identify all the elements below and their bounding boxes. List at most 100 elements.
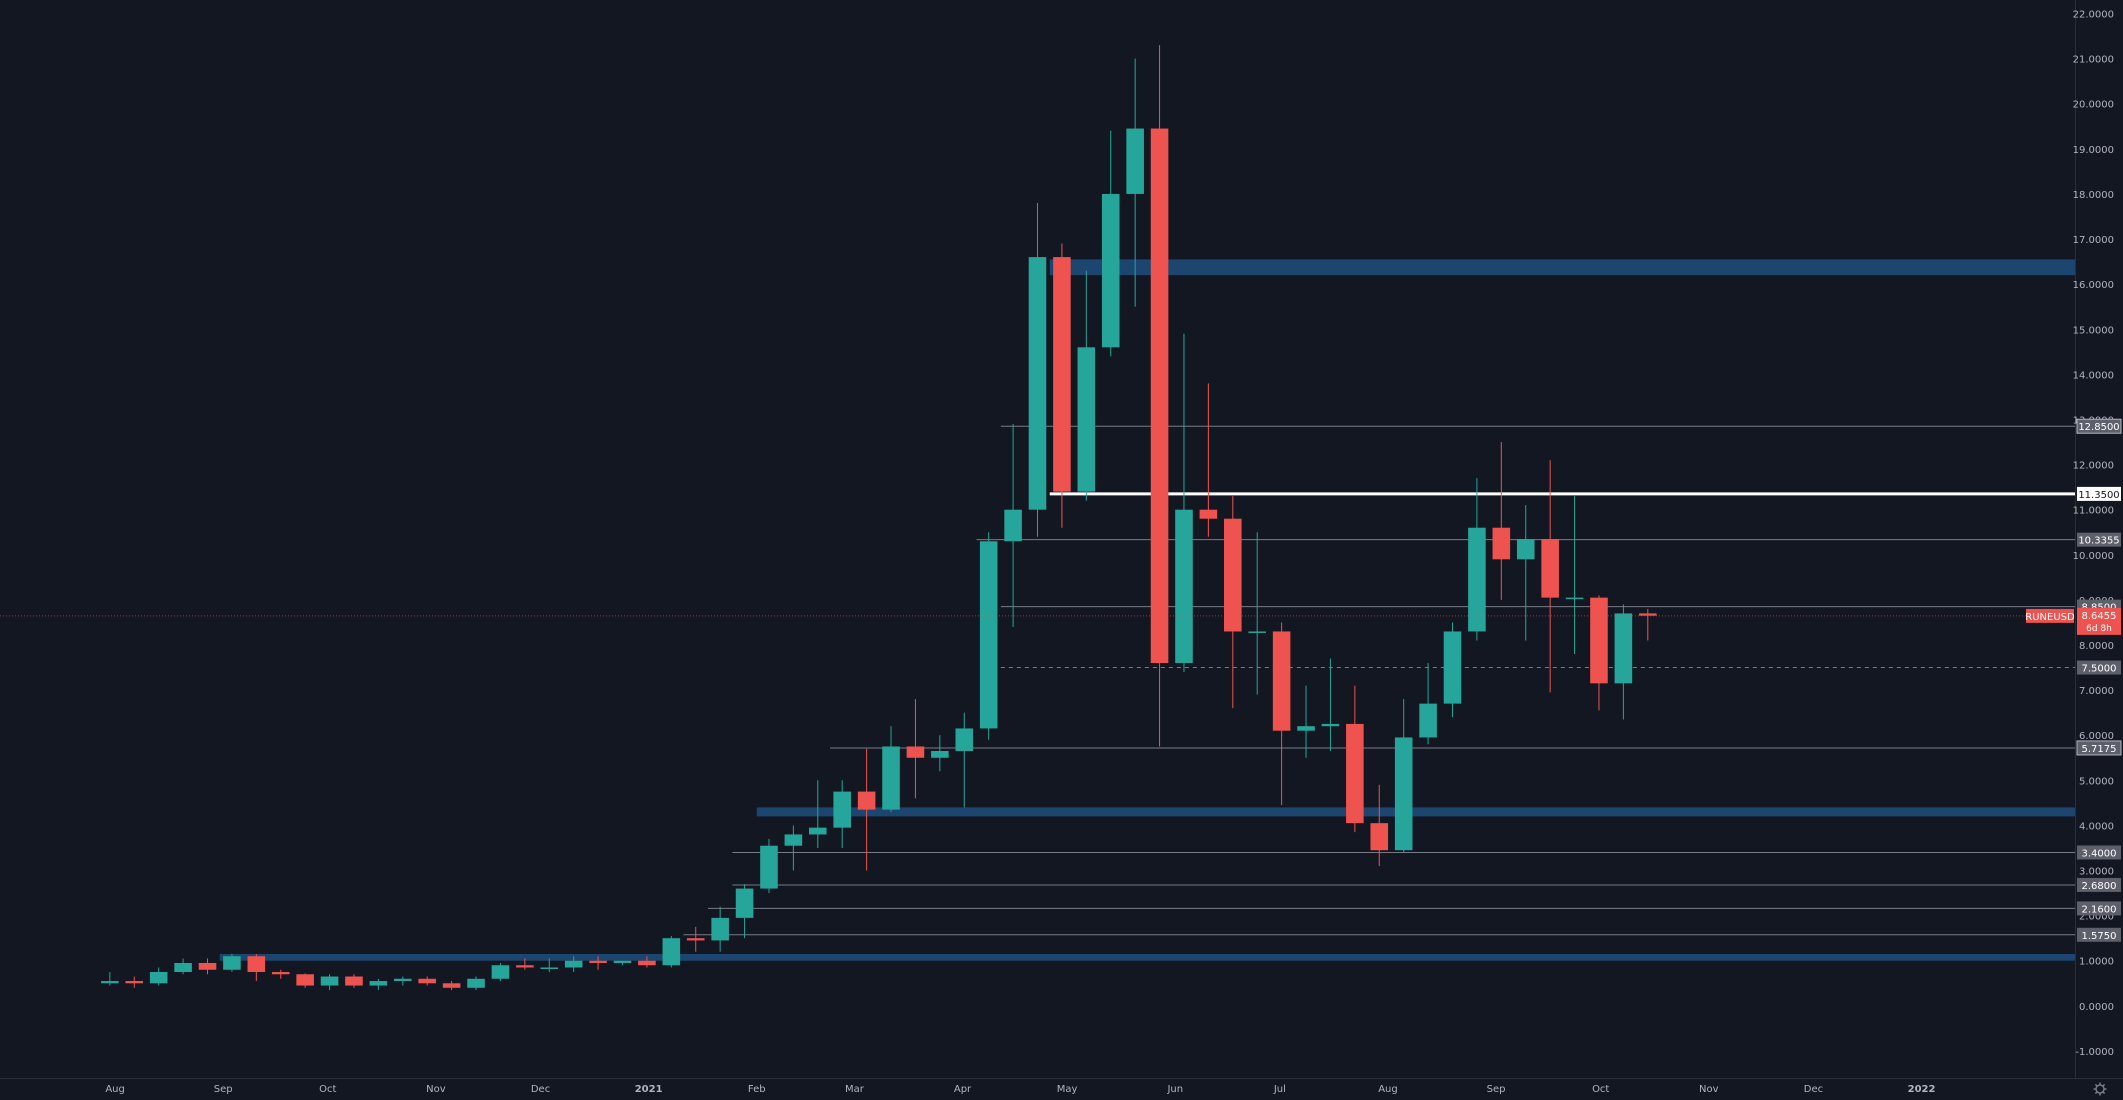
candle-body	[1394, 737, 1413, 851]
candle-body	[1419, 703, 1437, 738]
candle-body	[955, 728, 974, 751]
zone-band	[219, 953, 2075, 961]
candle-body	[296, 974, 314, 986]
level-price-label: 11.3500	[2078, 490, 2119, 501]
candle	[174, 958, 192, 975]
price-tick-label: 0.0000	[2079, 1002, 2114, 1013]
candle-body	[540, 967, 559, 969]
candle	[906, 699, 925, 799]
current-price-layer: RUNEUSD	[0, 608, 2075, 623]
candle	[516, 958, 534, 970]
candle	[1419, 663, 1437, 745]
candle-body	[662, 938, 681, 966]
candle-body	[1321, 723, 1340, 727]
candle-body	[686, 938, 705, 941]
zone-band	[1049, 259, 2075, 276]
time-tick-label: Aug	[1378, 1084, 1398, 1095]
candle	[1297, 685, 1315, 758]
candle-body	[1077, 347, 1096, 492]
candle	[735, 884, 754, 939]
price-tick-label: 18.0000	[2073, 190, 2114, 201]
price-tick-label: 10.0000	[2073, 551, 2114, 562]
level-price-label-box	[2077, 927, 2121, 942]
candle-body	[1224, 518, 1242, 632]
candle-body	[760, 845, 778, 889]
candle	[491, 962, 510, 982]
candle	[125, 976, 144, 988]
candle-body	[198, 962, 217, 970]
level-price-label: 7.5000	[2082, 664, 2117, 675]
symbol-label: RUNEUSD	[2025, 612, 2075, 623]
price-axis[interactable]: 22.0000 21.0000 20.0000 19.0000 18.0000 17.00…	[2073, 0, 2123, 1100]
candle-body	[1565, 597, 1584, 600]
level-price-label: 1.5750	[2082, 931, 2117, 942]
time-tick-label: 2022	[1908, 1084, 1936, 1095]
price-tick-label: 22.0000	[2073, 10, 2114, 21]
candle-body	[1370, 823, 1389, 851]
price-tick-label: 8.0000	[2079, 641, 2114, 652]
time-tick-label: Feb	[748, 1084, 766, 1095]
candle	[1394, 699, 1413, 853]
price-tick-label: 17.0000	[2073, 235, 2114, 246]
candle	[1150, 45, 1169, 747]
candle	[564, 956, 583, 973]
settings-icon[interactable]	[2093, 1082, 2107, 1096]
candle-body	[589, 960, 607, 963]
candle-body	[1028, 257, 1047, 510]
candle	[1126, 58, 1144, 307]
level-price-label-box	[2076, 740, 2122, 756]
candle-body	[149, 972, 168, 984]
candle-body	[1516, 539, 1535, 560]
candle	[1370, 784, 1389, 867]
level-price-label-box	[2077, 877, 2121, 892]
price-tick-label: 19.0000	[2073, 145, 2114, 156]
time-tick-label: Nov	[1699, 1084, 1719, 1095]
candle-body	[613, 960, 632, 963]
candle	[979, 532, 998, 740]
level-price-label-box	[2077, 901, 2121, 916]
candle-body	[369, 981, 388, 986]
price-tick-label: 4.0000	[2079, 821, 2114, 832]
candle-body	[320, 976, 339, 986]
time-axis[interactable]: Aug Sep Oct Nov Dec 2021 Feb Mar Apr May Jun Jul Aug…	[0, 1078, 2123, 1100]
candle-body	[1199, 509, 1218, 519]
candle	[662, 935, 681, 968]
candle	[955, 712, 974, 808]
price-tick-label: 7.0000	[2079, 686, 2114, 697]
candle	[589, 956, 607, 970]
price-tick-label: 16.0000	[2073, 280, 2114, 291]
candle	[223, 953, 241, 973]
candle	[345, 974, 363, 988]
candle	[686, 926, 705, 952]
candle-body	[564, 960, 583, 968]
time-tick-label: Oct	[1592, 1084, 1609, 1095]
candle-body	[979, 541, 998, 729]
time-tick-label: Jun	[1166, 1084, 1183, 1095]
time-tick-label: Jul	[1273, 1084, 1286, 1095]
candle-body	[1541, 539, 1559, 598]
candle-body	[247, 956, 266, 973]
price-tick-label: 11.0000	[2073, 506, 2114, 517]
candle-body	[271, 972, 290, 975]
price-tick-label: 15.0000	[2073, 325, 2114, 336]
candle-body	[735, 888, 754, 918]
candle	[271, 969, 290, 979]
time-tick-label: Mar	[845, 1084, 865, 1095]
candle	[296, 973, 314, 988]
candle	[638, 956, 656, 968]
level-price-label-box	[2077, 845, 2121, 860]
candle-body	[1004, 509, 1022, 542]
candle	[1492, 442, 1511, 600]
candle-body	[1492, 527, 1511, 560]
candle-body	[882, 746, 900, 810]
candle	[711, 906, 729, 952]
price-tick-label: 6.0000	[2079, 731, 2114, 742]
candle	[1639, 608, 1657, 641]
level-price-label: 12.8500	[2078, 422, 2119, 433]
time-tick-label: Aug	[105, 1084, 125, 1095]
candle-body	[174, 962, 192, 973]
candle-body	[1053, 257, 1071, 492]
candle-body	[1297, 726, 1315, 731]
symbol-tag	[2026, 608, 2074, 623]
